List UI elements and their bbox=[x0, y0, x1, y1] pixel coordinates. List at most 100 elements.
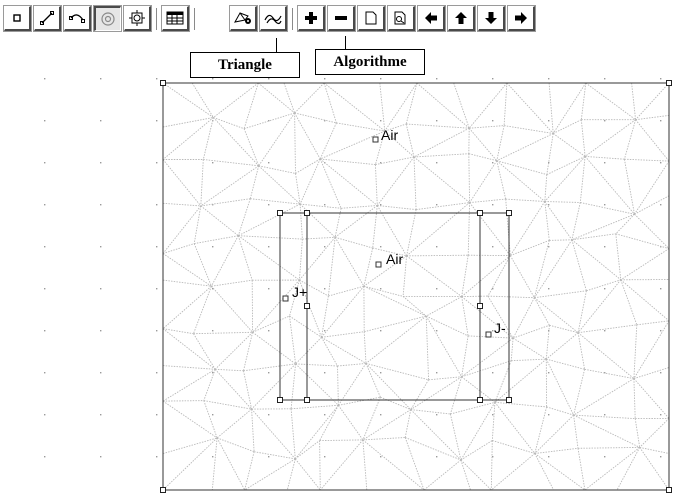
mesh-edge bbox=[426, 315, 469, 337]
mesh-edge bbox=[615, 213, 635, 235]
mesh-edge bbox=[405, 82, 418, 125]
mesh-edge bbox=[162, 400, 218, 439]
mesh-edge bbox=[510, 239, 550, 257]
mesh-edge bbox=[295, 158, 321, 174]
mesh-edge bbox=[321, 337, 338, 367]
zoom-out-button[interactable] bbox=[327, 5, 356, 32]
grid-dot bbox=[380, 78, 382, 80]
mesh-edge bbox=[337, 362, 367, 367]
label-j-plus[interactable]: J+ bbox=[282, 284, 307, 302]
zoom-in-button[interactable] bbox=[297, 5, 326, 32]
mesh-edge bbox=[577, 332, 635, 379]
mesh-edge bbox=[243, 332, 254, 371]
pan-left-button[interactable] bbox=[417, 5, 446, 32]
mesh-edge bbox=[491, 402, 496, 441]
mesh-edge bbox=[211, 285, 253, 333]
block-label-button[interactable] bbox=[93, 5, 122, 32]
algorithme-callout-line bbox=[345, 36, 346, 52]
mesh-edge bbox=[496, 133, 554, 162]
mesh-edge bbox=[320, 130, 385, 160]
mesh-edge bbox=[584, 447, 640, 491]
mesh-edge bbox=[410, 409, 462, 461]
geometry-node bbox=[277, 397, 283, 403]
label-j-minus[interactable]: J- bbox=[485, 320, 506, 338]
toolbar bbox=[0, 0, 683, 36]
mesh-edge bbox=[365, 362, 429, 381]
mesh-edge bbox=[425, 315, 462, 378]
mesh-edge bbox=[639, 418, 670, 448]
mesh-edge bbox=[413, 153, 469, 158]
grid-dot bbox=[268, 288, 270, 290]
mesh-edge bbox=[334, 208, 342, 238]
mesh-edge bbox=[635, 82, 670, 121]
solve-button[interactable] bbox=[259, 5, 288, 32]
mesh-edge bbox=[494, 360, 512, 403]
draw-segment-button[interactable] bbox=[33, 5, 62, 32]
mesh-edge bbox=[573, 414, 636, 420]
mesh-edge bbox=[203, 369, 216, 401]
label-air-inner[interactable]: Air bbox=[375, 251, 403, 268]
mesh-edge bbox=[533, 240, 550, 298]
mesh-edge bbox=[512, 324, 550, 339]
grid-dot bbox=[324, 414, 326, 416]
mesh-edge bbox=[336, 122, 385, 132]
grid-dot bbox=[436, 78, 438, 80]
table-button[interactable] bbox=[161, 5, 190, 32]
mesh-edge bbox=[162, 82, 214, 118]
grid-dot bbox=[548, 78, 550, 80]
mesh-triangle-button[interactable] bbox=[200, 6, 227, 31]
algorithm-button[interactable] bbox=[229, 5, 258, 32]
mesh-edge bbox=[334, 236, 373, 249]
mesh-edge bbox=[319, 440, 321, 491]
grid-dot bbox=[660, 330, 662, 332]
mesh-edge bbox=[511, 358, 547, 362]
mesh-edge bbox=[203, 400, 218, 439]
grid-dot bbox=[660, 204, 662, 206]
label-air-outer[interactable]: Air bbox=[372, 127, 398, 143]
mesh-edge bbox=[496, 160, 546, 202]
select-node-button[interactable] bbox=[3, 5, 32, 32]
mesh-edge bbox=[469, 160, 498, 203]
mesh-edge bbox=[505, 198, 545, 202]
mesh-edge bbox=[200, 159, 204, 206]
mesh-edge bbox=[405, 123, 415, 158]
mesh-edge bbox=[450, 401, 496, 415]
pan-right-button[interactable] bbox=[507, 5, 536, 32]
pan-up-button[interactable] bbox=[447, 5, 476, 32]
geometry-node bbox=[506, 210, 512, 216]
zoom-window-button[interactable] bbox=[357, 5, 386, 32]
zoom-region-button[interactable] bbox=[387, 5, 416, 32]
mesh-edge bbox=[319, 158, 342, 209]
mesh-edge bbox=[254, 451, 296, 460]
grid-dot bbox=[268, 204, 270, 206]
group-button[interactable] bbox=[123, 5, 152, 32]
mesh-edge bbox=[577, 279, 622, 333]
grid-dot bbox=[548, 120, 550, 122]
mesh-edge bbox=[549, 324, 579, 334]
draw-arc-button[interactable] bbox=[63, 5, 92, 32]
mesh-edge bbox=[294, 82, 325, 114]
mesh-edge bbox=[337, 365, 339, 406]
mesh-edge bbox=[461, 296, 469, 336]
mesh-edge bbox=[191, 82, 214, 118]
pan-down-button[interactable] bbox=[477, 5, 506, 32]
mesh-edge bbox=[258, 165, 301, 205]
mesh-edge bbox=[402, 296, 427, 317]
mesh-edge bbox=[374, 130, 386, 165]
mesh-edge bbox=[624, 158, 670, 162]
mesh-edge bbox=[512, 297, 535, 339]
mesh-edge bbox=[571, 233, 616, 241]
mesh-edge bbox=[633, 367, 670, 380]
mesh-edge bbox=[193, 333, 216, 370]
mesh-edge bbox=[202, 117, 214, 160]
mesh-edge bbox=[320, 158, 376, 166]
grid-dot bbox=[604, 456, 606, 458]
mesh-edge bbox=[374, 164, 378, 206]
mesh-edge bbox=[512, 337, 547, 360]
grid-dot bbox=[156, 414, 158, 416]
mesh-edge bbox=[363, 255, 407, 287]
grid-dot bbox=[324, 288, 326, 290]
mesh-edge bbox=[162, 437, 218, 455]
mesh-edge bbox=[162, 328, 194, 335]
